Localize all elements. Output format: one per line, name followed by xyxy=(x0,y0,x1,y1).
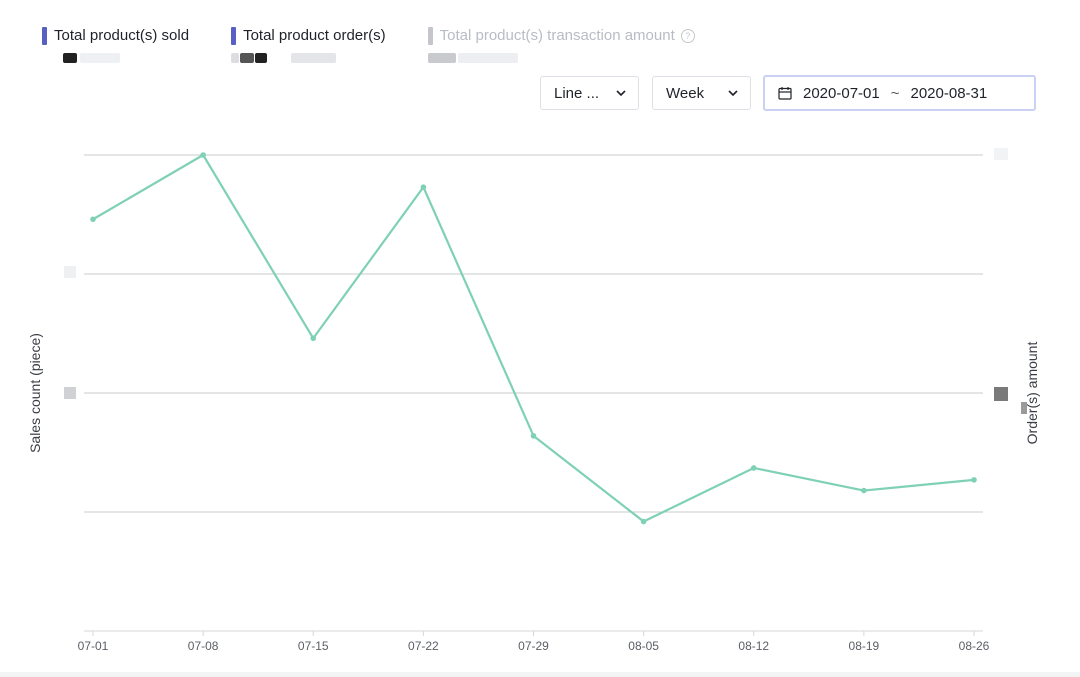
x-tick-label: 07-15 xyxy=(298,639,329,653)
x-tick-label: 07-01 xyxy=(78,639,109,653)
bottom-scroll-edge xyxy=(0,672,1080,677)
legend-marker-icon xyxy=(42,27,47,45)
x-tick-labels: 07-01 07-08 07-15 07-22 07-29 08-05 08-12 08-19… xyxy=(78,631,990,653)
chart-type-select[interactable]: Line ... xyxy=(540,76,639,110)
date-from: 2020-07-01 xyxy=(803,84,880,102)
legend-value-redacted xyxy=(427,53,695,65)
y2-axis-title: Order(s) amount xyxy=(1024,342,1040,445)
x-tick-label: 08-12 xyxy=(738,639,769,653)
data-point xyxy=(530,433,537,439)
date-range-picker[interactable]: 2020-07-01 ~ 2020-08-31 xyxy=(763,75,1036,111)
x-tick-label: 08-05 xyxy=(628,639,659,653)
legend-marker-icon xyxy=(231,27,237,45)
chevron-down-icon xyxy=(616,90,626,97)
x-tick-label: 07-22 xyxy=(408,639,439,653)
legend-item-product-orders[interactable]: Total product order(s) xyxy=(231,26,386,65)
chevron-down-icon xyxy=(728,90,738,97)
data-point xyxy=(640,518,647,525)
series-line xyxy=(92,153,975,523)
data-point xyxy=(861,487,867,494)
legend-label: Total product(s) transaction amount xyxy=(439,27,675,44)
legend-label: Total product order(s) xyxy=(243,27,386,44)
data-point xyxy=(90,216,96,223)
legend-marker-icon xyxy=(427,27,433,45)
legend-item-transaction-amount[interactable]: Total product(s) transaction amount ? xyxy=(427,26,695,65)
date-to: 2020-08-31 xyxy=(910,84,988,102)
x-tick-label: 07-29 xyxy=(518,639,549,653)
period-select[interactable]: Week xyxy=(652,76,751,110)
x-tick-label: 07-08 xyxy=(188,639,219,653)
x-tick-label: 08-19 xyxy=(849,639,880,653)
legend-value-redacted xyxy=(42,53,189,65)
gridlines xyxy=(84,154,983,513)
data-point xyxy=(750,465,757,471)
chart-legend: Total product(s) sold Total product orde… xyxy=(42,26,737,65)
y-axis-title: Sales count (piece) xyxy=(27,333,43,453)
series-layer xyxy=(90,152,977,525)
legend-label: Total product(s) sold xyxy=(54,27,190,44)
x-tick-label: 08-26 xyxy=(959,639,990,653)
date-separator: ~ xyxy=(890,84,900,102)
data-point xyxy=(200,152,206,158)
legend-item-products-sold[interactable]: Total product(s) sold xyxy=(42,26,189,65)
legend-value-redacted xyxy=(231,53,386,65)
chart-type-value: Line ... xyxy=(554,84,600,102)
data-point xyxy=(310,335,317,342)
period-value: Week xyxy=(666,84,705,102)
calendar-icon xyxy=(778,87,792,100)
y-tick-labels-redacted xyxy=(64,148,1027,414)
help-icon[interactable]: ? xyxy=(680,29,695,43)
data-point xyxy=(420,184,427,190)
data-point xyxy=(971,477,977,483)
